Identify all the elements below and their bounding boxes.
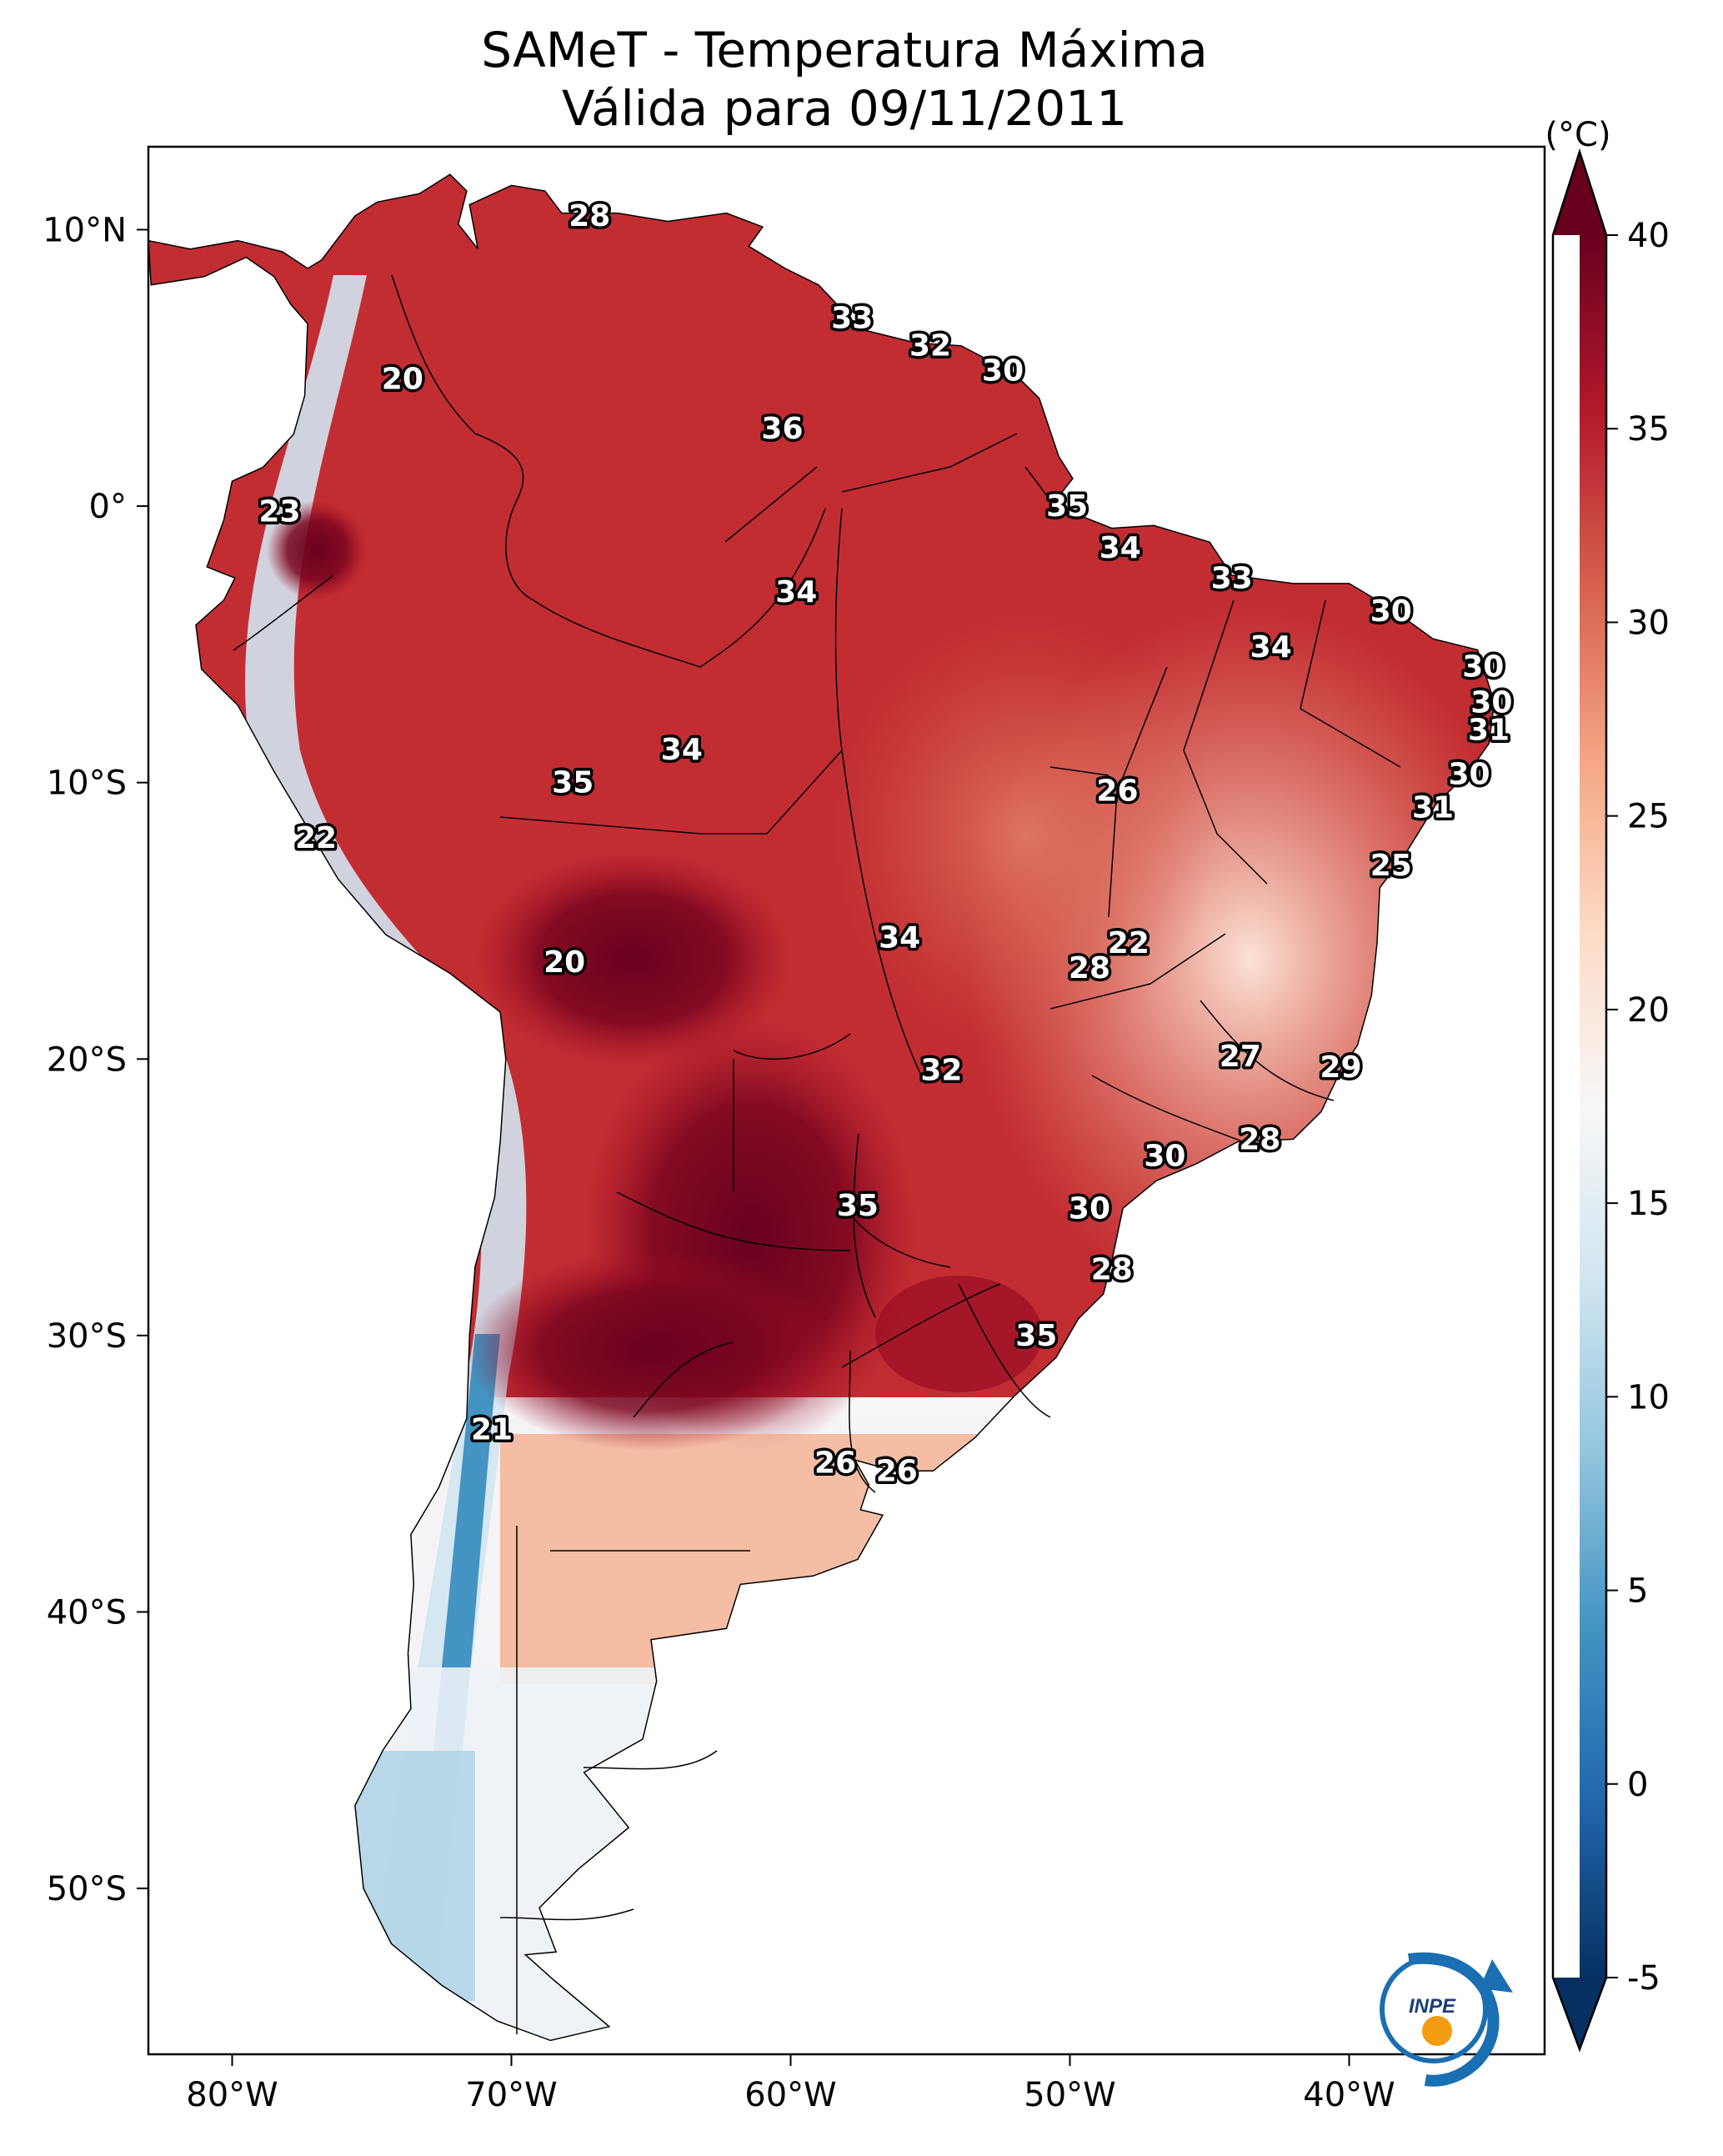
colorbar-tick-label: 35 (1627, 410, 1670, 449)
lat-tick-label: 40°S (47, 1593, 127, 1632)
logo-arrow-head (1480, 1959, 1513, 1993)
city-temperature-label: 34 (775, 575, 817, 609)
city-temperature-label: 26 (876, 1454, 918, 1488)
colorbar-tick-label: 30 (1627, 604, 1670, 642)
city-temperature-label: 33 (1211, 561, 1253, 595)
colorbar-tick-label: 40 (1627, 217, 1670, 255)
lon-tick-label: 40°W (1303, 2076, 1395, 2114)
colorbar-tick-label: 0 (1627, 1766, 1648, 1804)
colorbar-bottom-extension (1553, 1978, 1606, 2049)
city-temperature-label: 21 (471, 1413, 513, 1447)
longitude-ticks: 80°W 70°W 60°W 50°W 40°W (186, 2054, 1395, 2114)
map-frame (147, 145, 1546, 2056)
colorbar-tick-label: 20 (1627, 991, 1670, 1030)
city-temperature-label: 23 (258, 495, 300, 529)
city-temperature-label: 31 (1468, 714, 1510, 748)
city-temperature-label: 28 (1239, 1122, 1280, 1156)
city-temperature-label: 30 (1448, 758, 1490, 792)
city-temperature-label: 26 (814, 1446, 856, 1480)
city-temperature-label: 35 (1015, 1319, 1057, 1353)
city-temperature-label: 20 (543, 945, 585, 980)
city-temperature-label: 27 (1220, 1040, 1261, 1074)
city-temperature-label: 31 (1412, 791, 1454, 825)
city-temperature-label: 30 (1470, 686, 1512, 720)
colorbar-tick-label: 5 (1627, 1572, 1648, 1611)
city-temperature-label: 30 (1370, 594, 1412, 629)
colorbar: (°C) 40 35 30 25 20 15 10 5 0 -5 (1545, 116, 1670, 2053)
city-temperature-label: 29 (1320, 1050, 1361, 1085)
city-temperature-label: 26 (1096, 775, 1138, 809)
colorbar-tick-label: 15 (1627, 1185, 1670, 1223)
inpe-logo: INPE (1380, 1952, 1513, 2087)
city-temperature-label: 34 (1250, 630, 1292, 664)
colorbar-tick-label: 25 (1627, 798, 1670, 836)
colorbar-top-extension (1553, 152, 1606, 235)
city-temperature-label: 36 (761, 412, 803, 446)
lon-tick-label: 60°W (744, 2076, 836, 2114)
title-line-1: SAMeT - Temperatura Máxima (481, 22, 1208, 78)
city-temperature-label: 34 (1099, 531, 1141, 565)
lat-tick-label: 30°S (47, 1317, 127, 1356)
city-temperature-label: 28 (1091, 1252, 1133, 1286)
city-temperature-label: 35 (1046, 489, 1088, 524)
city-temperature-label: 25 (1370, 849, 1412, 883)
colorbar-tick-label: -5 (1627, 1959, 1660, 1998)
lon-tick-label: 50°W (1024, 2076, 1115, 2114)
city-temperature-label: 34 (661, 733, 703, 767)
city-temperature-label: 28 (568, 199, 610, 233)
logo-text: INPE (1409, 1995, 1456, 2018)
colorbar-unit: (°C) (1545, 116, 1610, 154)
lon-tick-label: 80°W (186, 2076, 278, 2114)
borders (148, 173, 1495, 2042)
city-temperature-label: 32 (920, 1054, 962, 1088)
title-line-2: Válida para 09/11/2011 (562, 80, 1127, 137)
city-temperature-label: 22 (295, 821, 337, 855)
colorbar-tick-label: 10 (1627, 1378, 1670, 1416)
latitude-ticks: 10°N 0° 10°S 20°S 30°S 40°S 50°S (43, 211, 148, 1908)
city-temperature-label: 30 (1069, 1191, 1110, 1226)
colorbar-body (1580, 235, 1606, 1978)
city-temperature-label: 35 (552, 766, 594, 800)
city-temperature-label: 22 (1108, 926, 1150, 960)
lat-tick-label: 50°S (47, 1870, 127, 1908)
logo-arrow-icon (1408, 1952, 1500, 2087)
city-temperature-label: 30 (1462, 649, 1504, 684)
lat-tick-label: 10°S (47, 765, 127, 803)
city-temperature-label: 32 (909, 329, 951, 364)
city-temperature-label: 35 (837, 1189, 879, 1223)
lon-tick-label: 70°W (465, 2076, 557, 2114)
city-temperature-label: 33 (831, 302, 873, 336)
city-temperature-label: 30 (1144, 1139, 1185, 1173)
logo-sun-icon (1422, 2016, 1452, 2046)
lat-tick-label: 10°N (43, 211, 127, 249)
city-temperature-label: 34 (879, 920, 920, 955)
city-temperature-label: 28 (1069, 951, 1110, 985)
city-temperature-label: 20 (382, 363, 423, 397)
lat-tick-label: 20°S (47, 1040, 127, 1079)
city-temperature-label: 30 (982, 354, 1024, 389)
lat-tick-label: 0° (89, 488, 127, 526)
